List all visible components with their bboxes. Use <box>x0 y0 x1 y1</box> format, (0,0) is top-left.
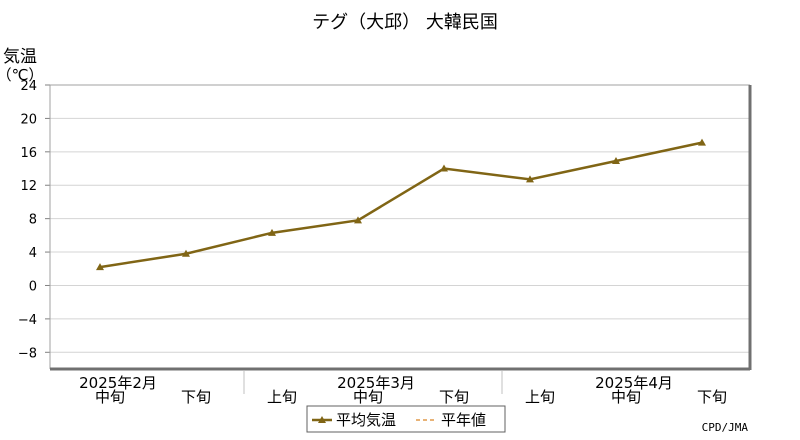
x-tick-label: 下旬 <box>697 388 727 406</box>
y-axis-unit: （℃） <box>0 66 43 84</box>
credit-label: CPD/JMA <box>702 421 749 434</box>
series-line-mean-temp <box>99 141 703 269</box>
legend: 平均気温 平年値 <box>306 405 506 433</box>
y-tick-label: 12 <box>20 179 37 194</box>
x-tick-label: 上旬 <box>525 388 555 406</box>
series-point-mean-temp <box>526 175 534 183</box>
y-tick-label: 0 <box>29 279 37 294</box>
x-tick-labels: 中旬 下旬 上旬 中旬 下旬 上旬 中旬 下旬 2025年2月 2025年3月 2025年4月 <box>79 371 727 406</box>
x-month-label: 2025年2月 <box>79 374 157 392</box>
y-tick-label: 24 <box>20 79 37 94</box>
y-tick-labels: 24 20 16 12 8 4 0 −4 −8 <box>18 79 37 361</box>
y-tick-label: 4 <box>29 246 37 261</box>
x-month-label: 2025年4月 <box>595 374 673 392</box>
y-tick-label: 20 <box>20 112 37 127</box>
x-tick-label: 中旬 <box>353 388 383 406</box>
legend-series-marker <box>318 416 326 423</box>
grid-lines <box>45 84 750 353</box>
x-tick-label: 下旬 <box>439 388 469 406</box>
y-axis-label: 気温 <box>3 47 37 67</box>
series-layer <box>96 138 706 271</box>
y-tick-label: 16 <box>20 146 37 161</box>
series-point-mean-temp <box>354 216 362 224</box>
chart-title: テグ（大邱） 大韓民国 <box>312 12 498 33</box>
x-month-label: 2025年3月 <box>337 374 415 392</box>
series-point-mean-temp <box>612 157 620 165</box>
plot-area <box>50 85 750 369</box>
x-tick-label: 下旬 <box>181 388 211 406</box>
series-point-mean-temp <box>182 249 190 257</box>
series-point-mean-temp <box>96 263 104 271</box>
legend-box <box>306 405 506 433</box>
legend-series-label: 平均気温 <box>336 411 396 429</box>
x-tick-label: 上旬 <box>267 388 297 406</box>
y-tick-label: 8 <box>29 213 37 228</box>
y-tick-label: −8 <box>18 346 37 361</box>
x-tick-label: 中旬 <box>611 388 641 406</box>
x-tick-label: 中旬 <box>95 388 125 406</box>
series-point-mean-temp <box>698 138 706 146</box>
series-point-mean-temp <box>268 228 276 236</box>
y-tick-label: −4 <box>18 313 37 328</box>
series-point-mean-temp <box>440 164 448 172</box>
legend-normal-label: 平年値 <box>441 411 486 429</box>
